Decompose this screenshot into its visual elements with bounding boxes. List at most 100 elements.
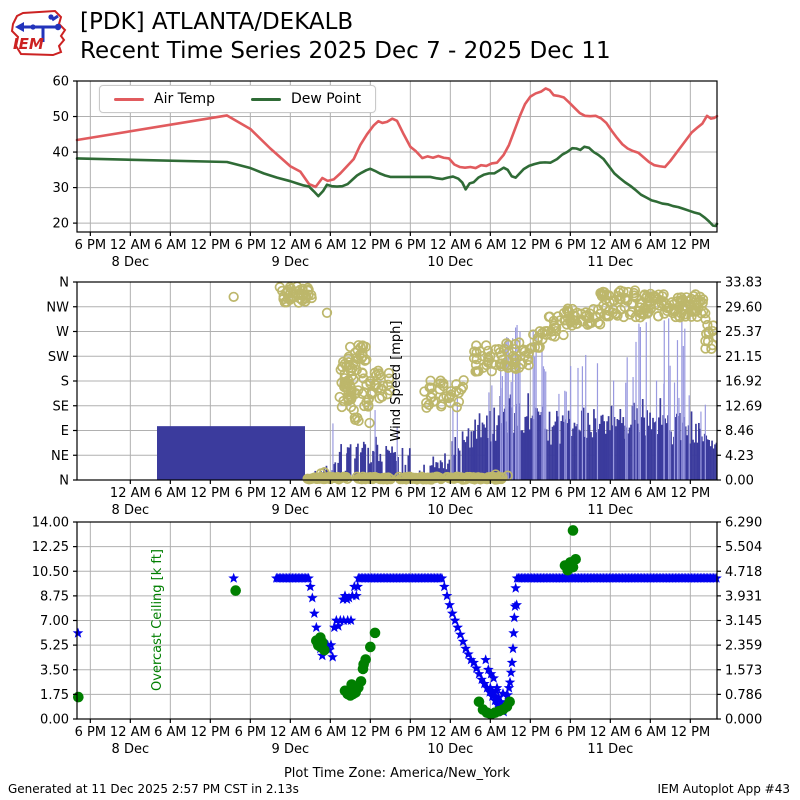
visibility-marker — [506, 657, 518, 668]
ceiling-marker — [567, 525, 579, 536]
visibility-marker — [505, 667, 517, 678]
x-tick-label: 12 AM — [430, 238, 471, 253]
weather-vane-details — [15, 14, 62, 32]
visibility-marker — [480, 654, 491, 665]
wind-direction-marker — [643, 306, 654, 318]
y-axis-left: 20 30 40 50 60 — [52, 75, 77, 232]
wind-direction-marker — [493, 471, 505, 483]
x-tick-label: 6 AM — [634, 238, 667, 253]
y-tick-label: 1.573 — [725, 663, 762, 678]
wind-direction-marker — [638, 307, 649, 318]
y-tick-label: 16.92 — [725, 375, 762, 390]
visibility-marker — [507, 643, 519, 654]
y-tick-label: 7.00 — [40, 614, 69, 629]
wind-direction-marker — [425, 375, 436, 386]
iowa-outline-graphic: IEM — [10, 9, 67, 57]
wind-direction-marker — [695, 295, 706, 307]
y-tick-label: 14.00 — [32, 516, 69, 531]
wind-direction-marker — [580, 311, 591, 322]
wind-direction-marker — [445, 397, 456, 408]
x-tick-label: 12 PM — [350, 725, 390, 740]
x-tick-label: 12 AM — [430, 486, 471, 501]
visibility-marker — [331, 614, 342, 625]
wind-direction-marker — [624, 309, 636, 320]
y-tick-label: 8.75 — [40, 589, 69, 604]
wind-direction-marker — [364, 417, 375, 429]
wind-speed-axis-label: Wind Speed [mph] — [389, 321, 404, 442]
x-tick-label: 12 AM — [110, 238, 151, 253]
visibility-marker — [452, 621, 463, 633]
x-tick-label: 6 PM — [555, 486, 586, 501]
wind-direction-marker — [438, 378, 449, 389]
x-tick-label: 6 AM — [154, 486, 187, 501]
page-subtitle: Recent Time Series 2025 Dec 7 - 2025 Dec… — [80, 38, 611, 64]
visibility-marker — [479, 678, 490, 689]
wind-direction-marker — [519, 350, 531, 362]
wind-direction-marker — [345, 391, 356, 402]
wind-direction-marker — [470, 366, 481, 377]
wind-direction-marker — [383, 373, 395, 384]
wind-direction-marker — [678, 300, 689, 312]
wind-direction-marker — [357, 368, 368, 379]
visibility-marker — [441, 590, 453, 601]
legend: Air Temp Dew Point — [99, 85, 377, 113]
ceiling-marker — [369, 627, 381, 639]
wind-direction-marker — [471, 340, 482, 351]
x-tick-label: 6 PM — [75, 238, 106, 253]
wind-direction-marker — [337, 361, 348, 373]
visibility-marker — [351, 590, 362, 601]
x-tick-label: 12 PM — [190, 486, 230, 501]
wind-direction-marker — [481, 340, 492, 351]
x-date-label: 11 Dec — [587, 742, 633, 757]
wind-direction-marker — [421, 397, 432, 409]
iowa-state-shape — [10, 9, 67, 57]
wind-direction-marker — [451, 379, 462, 390]
wind-direction-marker — [543, 311, 555, 322]
x-tick-label: 12 PM — [670, 725, 710, 740]
x-tick-label: 6 PM — [235, 725, 266, 740]
visibility-marker — [457, 636, 469, 647]
y-tick-label: 6.290 — [725, 516, 762, 531]
y-tick-label: 2.359 — [725, 639, 762, 654]
wind-direction-marker — [657, 291, 668, 302]
visibility-marker — [495, 696, 507, 707]
y-tick-label: 12.69 — [725, 399, 762, 414]
wind-direction-marker — [426, 382, 437, 393]
visibility-marker — [317, 650, 328, 661]
wind-direction-marker — [534, 342, 545, 353]
y-tick-label: 60 — [52, 75, 69, 90]
wind-direction-marker — [341, 382, 353, 393]
visibility-marker — [449, 614, 461, 625]
y-tick-label: 8.46 — [725, 424, 754, 439]
wind-direction-marker — [383, 367, 395, 379]
visibility-stars — [72, 572, 722, 717]
x-tick-label: 12 AM — [270, 238, 311, 253]
x-date-label: 8 Dec — [112, 255, 150, 270]
plot-border — [76, 80, 718, 233]
weather-vane-icon — [22, 14, 59, 42]
ceiling-marker — [319, 644, 330, 656]
visibility-marker — [511, 599, 522, 610]
wind-direction-marker — [342, 473, 353, 484]
visibility-marker — [325, 639, 337, 650]
x-date-label: 10 Dec — [427, 255, 473, 270]
visibility-marker — [468, 657, 479, 668]
wind-direction-marker — [674, 312, 686, 323]
y-tick-label: 4.23 — [725, 449, 754, 464]
page-title: [PDK] ATLANTA/DEKALB — [80, 9, 354, 35]
wind-direction-marker — [303, 289, 314, 300]
x-tick-label: 6 PM — [555, 725, 586, 740]
ceiling-marker — [360, 654, 371, 665]
x-date-label: 11 Dec — [587, 255, 633, 270]
wind-direction-marker — [629, 285, 641, 296]
wind-direction-marker — [365, 378, 376, 389]
x-date-label: 9 Dec — [272, 742, 310, 757]
y-axis-left: 0.00 1.75 3.50 5.25 7.00 8.75 10.50 12.25 14.00 — [32, 516, 77, 728]
y-tick-label: E — [61, 424, 69, 439]
air-temp-legend-label: Air Temp — [154, 91, 215, 107]
y-tick-label: NW — [46, 300, 69, 315]
visibility-marker — [476, 674, 487, 685]
wind-direction-marker — [457, 381, 469, 393]
y-axis-left: N NW W SW S SE E NE N — [46, 276, 77, 489]
visibility-marker — [72, 627, 84, 638]
